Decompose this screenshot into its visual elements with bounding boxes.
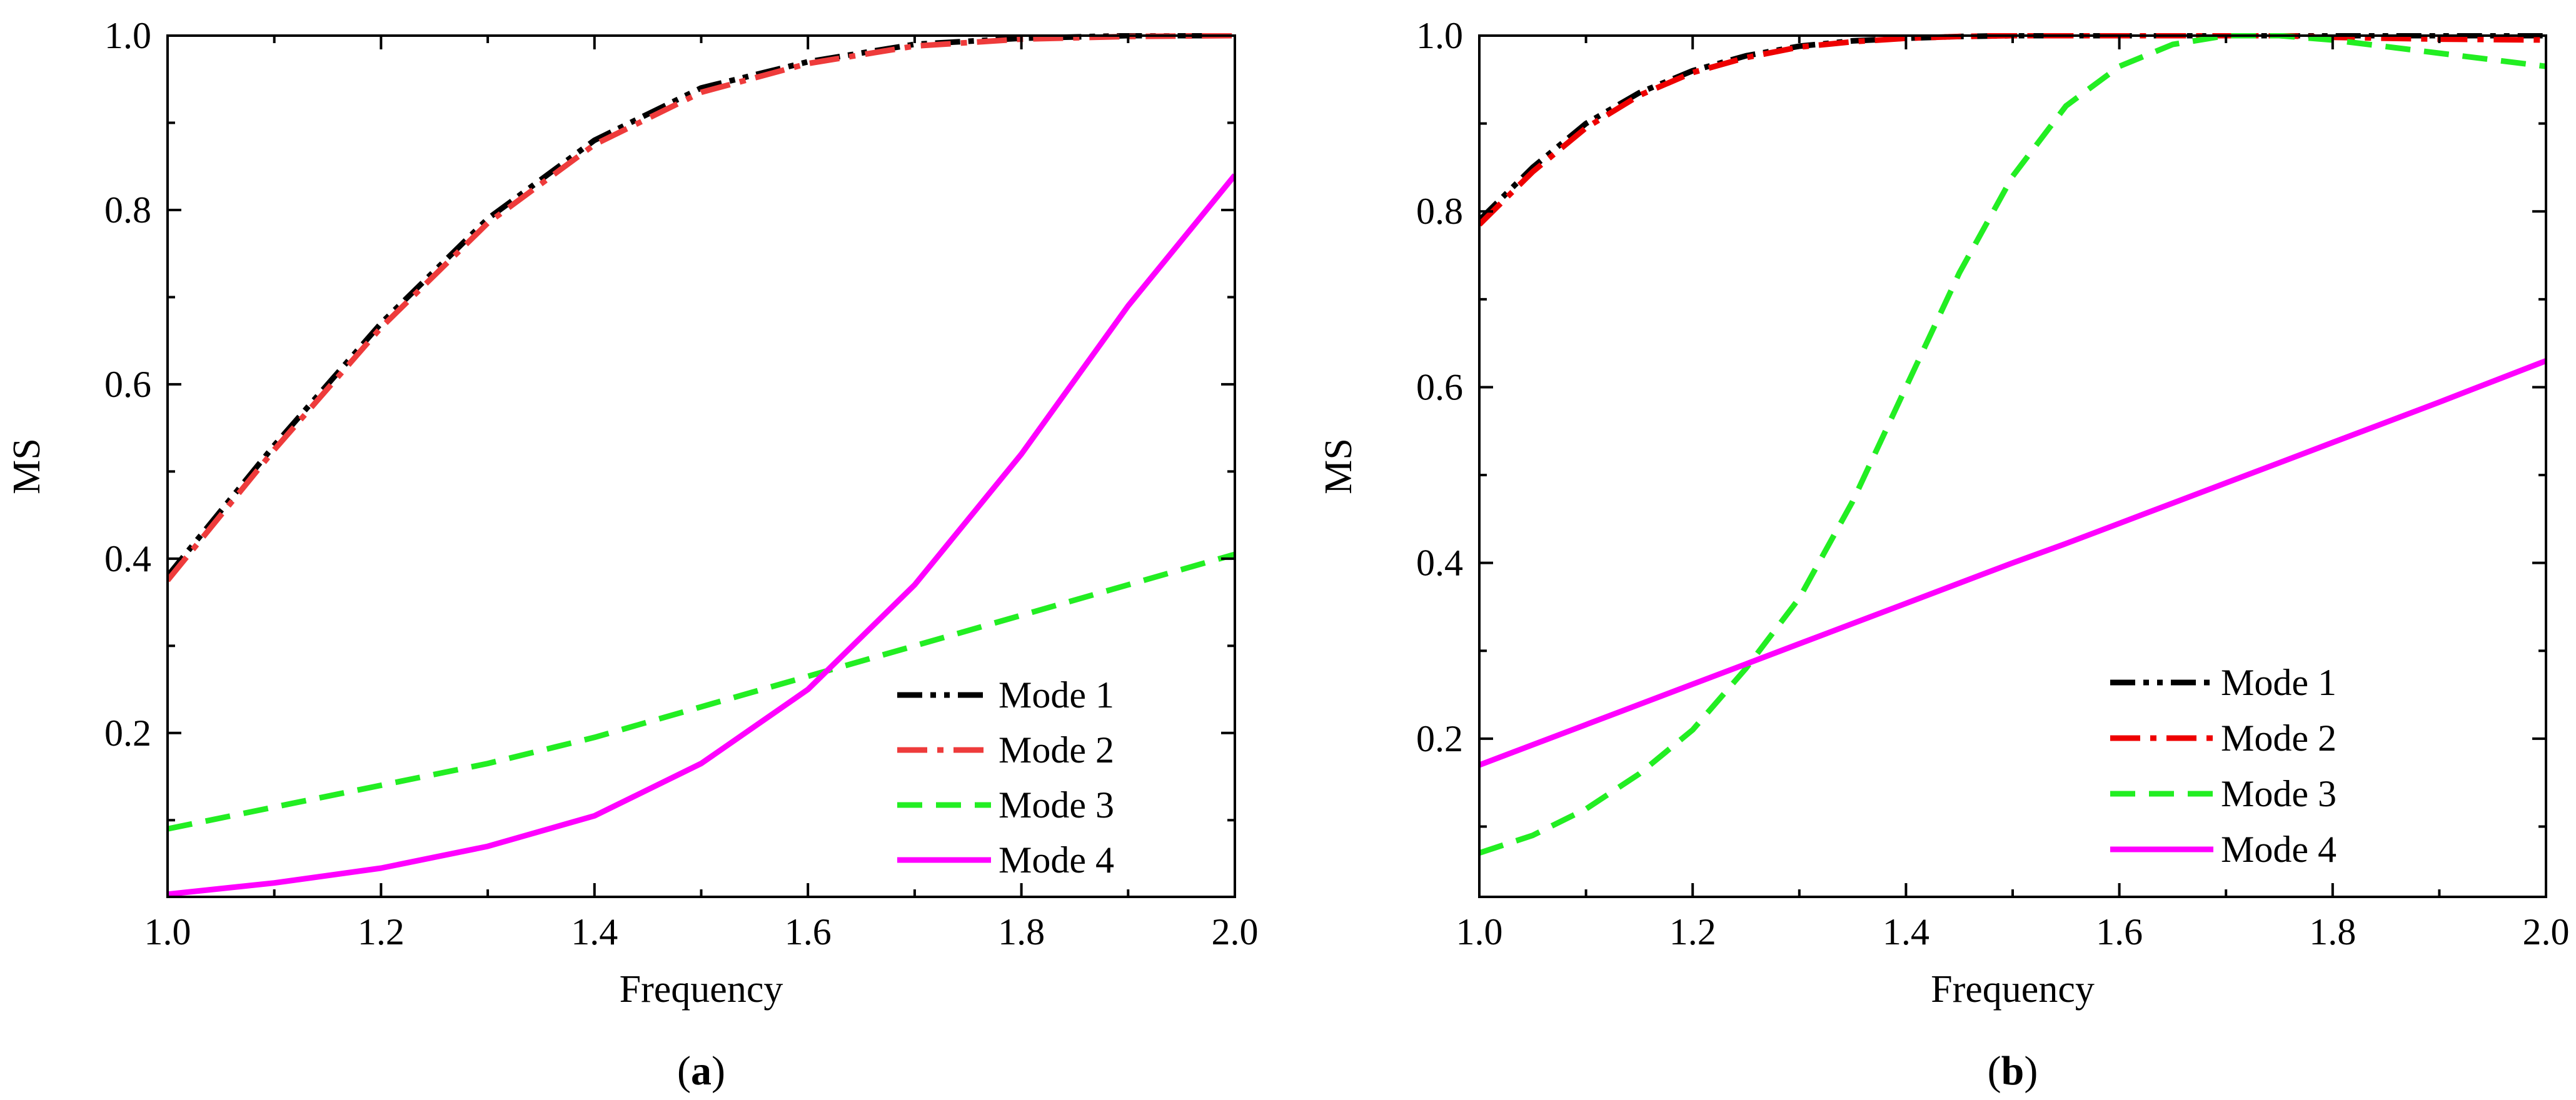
- x-tick-label: 1.4: [1883, 911, 1929, 952]
- legend-label: Mode 1: [999, 674, 1114, 716]
- series-group: [1479, 33, 2546, 856]
- x-tick-label: 1.2: [1669, 911, 1716, 952]
- x-tick-label: 1.4: [571, 911, 618, 952]
- x-tick-label: 1.0: [144, 911, 191, 952]
- x-axis-title: Frequency: [1931, 968, 2095, 1011]
- y-tick-label: 0.4: [104, 538, 151, 579]
- x-tick-label: 1.8: [2309, 911, 2356, 952]
- x-tick-label: 2.0: [1212, 911, 1259, 952]
- y-tick-label: 0.2: [104, 712, 151, 754]
- panel-label: (a): [677, 1048, 725, 1094]
- series-line-mode-3: [168, 551, 1235, 832]
- x-tick-label: 1.6: [785, 911, 832, 952]
- legend-label: Mode 3: [2221, 773, 2337, 814]
- legend-label: Mode 2: [999, 729, 1114, 771]
- x-tick-label: 1.6: [2096, 911, 2143, 952]
- chart-panel-b: 1.0 1.2 1.4 1.6 1.8 2.0 0.2 0.4 0.6 0.8 1.0 Frequen…: [1317, 15, 2570, 1094]
- series-line-mode-1: [168, 33, 1235, 578]
- x-axis-title: Frequency: [620, 968, 783, 1011]
- plot-frame: [1478, 34, 2547, 898]
- y-axis-title: MS: [1317, 438, 1360, 494]
- legend-label: Mode 4: [999, 839, 1114, 881]
- series-line-mode-2: [1479, 33, 2546, 227]
- y-tick-label: 0.6: [104, 364, 151, 405]
- series-line-mode-4: [1479, 358, 2546, 768]
- legend-label: Mode 3: [999, 784, 1114, 826]
- series-line-mode-3: [1479, 33, 2546, 856]
- x-tick-label: 1.0: [1456, 911, 1503, 952]
- y-tick-label: 1.0: [1416, 15, 1463, 56]
- y-tick-label: 0.6: [1416, 366, 1463, 408]
- series-line-mode-2: [168, 33, 1235, 582]
- y-tick-label: 0.8: [1416, 191, 1463, 232]
- legend-label: Mode 4: [2221, 829, 2337, 870]
- series-line-mode-1: [1479, 33, 2546, 222]
- panel-label: (b): [1988, 1048, 2038, 1094]
- series-line-mode-4: [168, 173, 1235, 897]
- x-tick-label: 1.8: [998, 911, 1045, 952]
- legend-label: Mode 1: [2221, 662, 2337, 703]
- legend-label: Mode 2: [2221, 718, 2337, 759]
- x-tick-label: 1.2: [358, 911, 405, 952]
- y-tick-label: 1.0: [104, 15, 151, 56]
- series-group: [168, 33, 1235, 897]
- chart-panel-a: 1.0 1.2 1.4 1.6 1.8 2.0 0.2 0.4 0.6 0.8 1.0 Frequen…: [6, 15, 1259, 1094]
- y-axis-title: MS: [6, 438, 48, 494]
- legend: Mode 1 Mode 2 Mode 3 Mode 4: [897, 674, 1114, 881]
- panel-letter: a: [691, 1048, 712, 1094]
- y-tick-label: 0.4: [1416, 542, 1463, 584]
- y-tick-label: 0.8: [104, 189, 151, 231]
- panel-letter: b: [2001, 1048, 2025, 1094]
- legend: Mode 1 Mode 2 Mode 3 Mode 4: [2110, 662, 2337, 870]
- y-tick-label: 0.2: [1416, 718, 1463, 759]
- x-tick-label: 2.0: [2523, 911, 2570, 952]
